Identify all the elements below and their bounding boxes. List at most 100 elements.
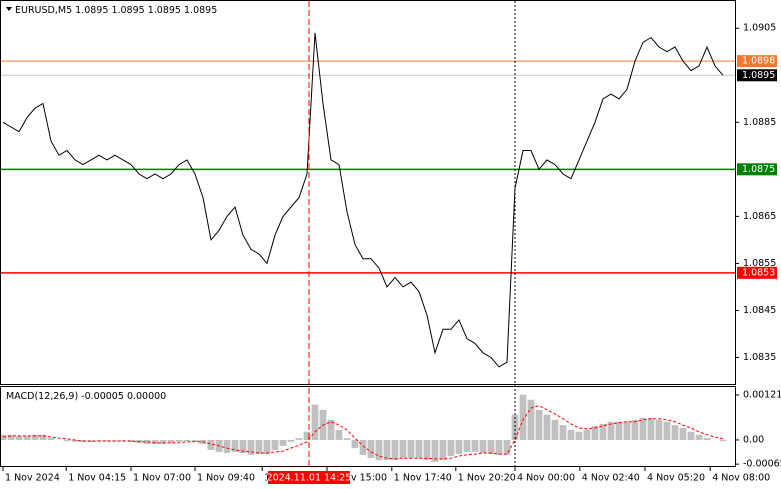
macd-bar (359, 439, 367, 455)
x-tick-label: 4 Nov 02:40 (582, 473, 640, 484)
macd-bar (239, 439, 247, 453)
level-tag (737, 163, 777, 176)
macd-bar (439, 439, 447, 461)
macd-bar (463, 439, 471, 452)
macd-bar (231, 439, 239, 452)
macd-bar (343, 438, 351, 440)
macd-bar (287, 439, 295, 442)
level-label: 1.0875 (742, 164, 775, 175)
macd-bar (151, 439, 159, 445)
macd-bar (399, 439, 407, 459)
signal-value: 0.00000 (127, 391, 166, 402)
low: 1.0895 (148, 5, 181, 16)
macd-bar (327, 419, 335, 440)
macd-frame (0, 386, 736, 467)
bid-tag (737, 69, 777, 82)
plot-layer: 1.0835 1.0845 1.0855 1.0865 1.0885 1.0905 -0.0… (0, 23, 781, 470)
macd-bar (87, 439, 95, 442)
macd-bar (159, 439, 167, 445)
macd-bar (39, 434, 47, 440)
macd-bar (519, 394, 527, 440)
macd-bar (111, 439, 119, 442)
macd-bar (503, 439, 511, 455)
price-line (2, 32, 724, 368)
close: 1.0895 (184, 5, 217, 16)
macd-bar (543, 414, 551, 440)
macd-bar (351, 439, 359, 449)
macd-bar (583, 429, 591, 440)
symbol-menu-arrow[interactable] (6, 7, 12, 11)
level-tag (737, 266, 777, 279)
y-tick-label: 1.0855 (743, 258, 776, 269)
macd-bar (279, 439, 287, 446)
macd-bar (471, 439, 479, 452)
macd-value: -0.00005 (81, 391, 124, 402)
macd-bar (487, 439, 495, 455)
macd-bar (7, 434, 15, 440)
macd-bar (103, 439, 111, 442)
y-tick-label: 1.0835 (743, 352, 776, 363)
macd-bar (631, 419, 639, 440)
macd-bar (31, 434, 39, 440)
macd-bar (647, 418, 655, 440)
macd-bar (527, 399, 535, 440)
macd-bar (311, 404, 319, 440)
macd-bar (495, 439, 503, 455)
macd-bar (415, 439, 423, 459)
macd-bar (575, 431, 583, 440)
macd-bar (63, 439, 71, 442)
y-tick-label: 0.00121 (743, 389, 781, 400)
macd-title: MACD(12,26,9) -0.00005 0.00000 (6, 391, 166, 402)
macd-bar (663, 421, 671, 440)
macd-bar (607, 421, 615, 440)
macd-bar (167, 439, 175, 443)
open: 1.0895 (75, 5, 108, 16)
macd-bar (623, 421, 631, 440)
y-tick-label: 0.00 (743, 434, 764, 445)
macd-bar (255, 439, 263, 455)
macd-bar (599, 423, 607, 440)
macd-bar (567, 429, 575, 440)
chart-title: EURUSD,M5 1.0895 1.0895 1.0895 1.0895 (15, 5, 217, 16)
bid-label: 1.0895 (742, 70, 775, 81)
macd-bar (615, 421, 623, 440)
macd-bar (23, 435, 31, 440)
x-tick-label: 4 Nov 08:00 (712, 473, 770, 484)
y-tick-label: 1.0845 (743, 305, 776, 316)
indicator: MACD(12,26,9) (6, 391, 78, 402)
x-tick-label: 4 Nov 05:20 (647, 473, 705, 484)
macd-bar (271, 439, 279, 450)
macd-bar (95, 439, 103, 442)
macd-bar (207, 439, 215, 450)
macd-bar (47, 438, 55, 440)
time-tag (268, 471, 350, 484)
macd-bar (535, 409, 543, 440)
level-label: 1.0853 (742, 267, 775, 278)
macd-bar (551, 419, 559, 440)
macd-bar (511, 414, 519, 440)
x-tick-label: 1 Nov 17:40 (394, 473, 452, 484)
x-tick-label: 1 Nov 04:15 (68, 473, 126, 484)
macd-bar (303, 431, 311, 440)
macd-bar (191, 439, 199, 442)
y-tick-label: 1.0885 (743, 117, 776, 128)
y-tick-label: 1.0865 (743, 211, 776, 222)
x-tick-label: 1 Nov 2024 (5, 473, 60, 484)
x-tick-label: 1 Nov 20:20 (458, 473, 516, 484)
signal-line (2, 405, 724, 460)
main-frame (0, 0, 736, 385)
macd-bar (671, 425, 679, 440)
macd-bar (591, 425, 599, 440)
macd-bar (383, 439, 391, 461)
level-label: 1.0898 (742, 56, 775, 67)
macd-bar (335, 429, 343, 440)
macd-bar (639, 418, 647, 440)
x-tick-label: 4 Nov 00:00 (517, 473, 575, 484)
macd-bar (223, 439, 231, 453)
macd-bar (687, 431, 695, 440)
time-tag-label: 2024.11.01 14:25 (267, 473, 352, 484)
y-tick-label: 1.0905 (743, 23, 776, 34)
macd-bar (679, 428, 687, 440)
